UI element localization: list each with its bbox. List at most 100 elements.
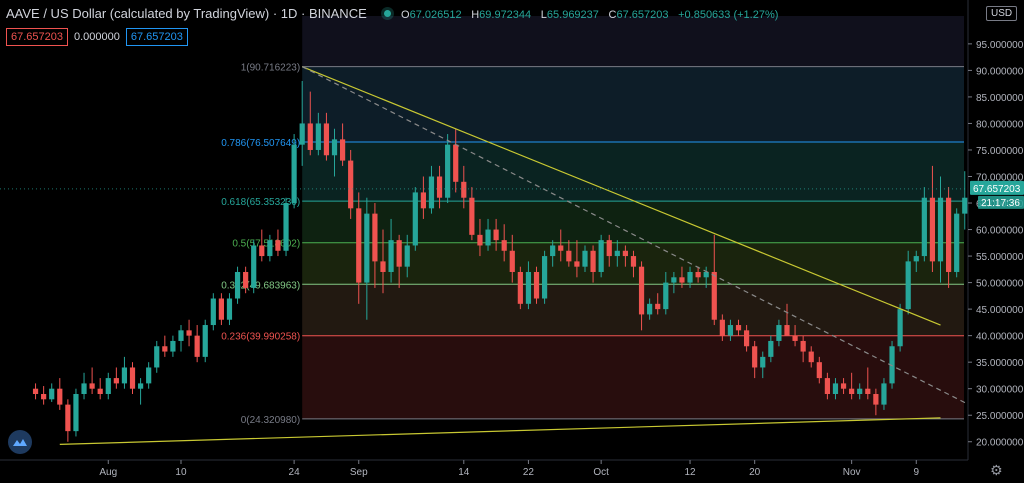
candle-body <box>663 282 669 310</box>
candle-body <box>380 261 386 272</box>
currency-button[interactable]: USD <box>986 6 1018 21</box>
high-value: 69.972344 <box>479 9 532 21</box>
candle-body <box>162 346 168 352</box>
time-tick-label: 12 <box>684 467 696 478</box>
price-tick-label: 50.000000 <box>976 279 1024 290</box>
candle-body <box>41 394 47 400</box>
candle-body <box>420 192 426 209</box>
candle-body <box>517 271 523 304</box>
gear-icon[interactable]: ⚙ <box>990 462 1003 478</box>
candle-body <box>49 388 55 400</box>
price-tick-label: 85.000000 <box>976 93 1024 104</box>
candle-body <box>251 245 257 288</box>
time-tick-label: 22 <box>523 467 535 478</box>
candle-body <box>105 378 111 395</box>
market-status-icon <box>384 10 392 17</box>
fib-label: 0.5(57.518602) <box>232 239 300 250</box>
fib-band-top <box>302 16 964 67</box>
trendline[interactable] <box>301 66 941 326</box>
candle-body <box>808 351 814 363</box>
candle-body <box>348 160 354 209</box>
fib-label: 0.618(65.353230) <box>221 197 300 208</box>
candle-body <box>275 240 281 251</box>
candle-body <box>606 240 612 257</box>
candle-body <box>121 367 128 384</box>
candle-body <box>824 378 830 395</box>
price-tick-label: 25.000000 <box>976 411 1024 422</box>
candle-body <box>921 197 927 257</box>
fib-band <box>302 141 964 202</box>
change-value: +0.850633 (+1.27%) <box>678 9 779 21</box>
candle-body <box>267 240 273 257</box>
candle-body <box>154 346 160 368</box>
candle-body <box>501 240 507 251</box>
candle-body <box>113 378 119 384</box>
candle-body <box>897 309 903 347</box>
candle-body <box>776 325 782 341</box>
candle-body <box>226 298 233 320</box>
time-tick-label: 9 <box>913 467 919 478</box>
candle-body <box>760 356 766 368</box>
candle-body <box>558 245 564 251</box>
price-tick-label: 20.000000 <box>976 438 1024 449</box>
candle-body <box>784 325 790 336</box>
candle-body <box>937 197 944 262</box>
candle-body <box>711 271 717 320</box>
candle-body <box>735 325 742 331</box>
candle-body <box>73 394 79 432</box>
candle-body <box>339 139 346 161</box>
candle-body <box>291 144 297 204</box>
time-tick-label: 10 <box>175 467 187 478</box>
candle-body <box>630 256 637 267</box>
candle-body <box>243 271 249 288</box>
candle-body <box>614 250 620 257</box>
candle-body <box>331 139 338 156</box>
candle-body <box>622 250 628 257</box>
price-tick-label: 70.000000 <box>976 172 1024 183</box>
fib-band <box>302 284 964 336</box>
symbol-title[interactable]: AAVE / US Dollar (calculated by TradingV… <box>6 6 367 21</box>
candle-body <box>493 229 499 241</box>
candle-body <box>218 298 224 320</box>
trendline[interactable] <box>59 417 941 445</box>
candle-body <box>234 271 241 299</box>
indicator-values: 67.657203 0.000000 67.657203 <box>6 28 188 46</box>
candle-body <box>962 197 968 214</box>
candle-body <box>461 181 467 198</box>
candle-body <box>97 388 103 395</box>
candle-body <box>453 144 459 182</box>
open-value: 67.026512 <box>409 9 462 21</box>
candle-body <box>315 123 321 150</box>
chart-header: AAVE / US Dollar (calculated by TradingV… <box>6 6 784 21</box>
candle-body <box>832 383 839 395</box>
candle-body <box>299 123 305 145</box>
candle-body <box>541 256 548 299</box>
candle-body <box>671 277 677 283</box>
candle-body <box>356 208 362 283</box>
time-tick-label: 14 <box>458 467 470 478</box>
candle-body <box>873 394 879 405</box>
candle-body <box>170 340 176 352</box>
candle-body <box>412 192 418 246</box>
candle-body <box>954 213 960 272</box>
last-price-tag-bg <box>970 180 1024 195</box>
price-tick-label: 75.000000 <box>976 146 1024 157</box>
candle-body <box>679 277 685 283</box>
candle-body <box>259 245 265 257</box>
candle-body <box>525 271 532 304</box>
candle-body <box>65 404 71 432</box>
last-price-tag: 67.657203 <box>973 184 1021 195</box>
price-tick-label: 40.000000 <box>976 332 1024 343</box>
candle-body <box>768 340 774 357</box>
price-tick-label: 45.000000 <box>976 305 1024 316</box>
trendline[interactable] <box>301 66 998 420</box>
candle-body <box>655 303 661 310</box>
candle-body <box>857 388 863 395</box>
candle-body <box>32 388 39 395</box>
candle-body <box>89 383 95 389</box>
candle-body <box>816 362 822 379</box>
tradingview-logo-icon[interactable] <box>8 430 32 454</box>
countdown-tag-bg <box>978 195 1024 209</box>
candle-body <box>364 213 370 283</box>
